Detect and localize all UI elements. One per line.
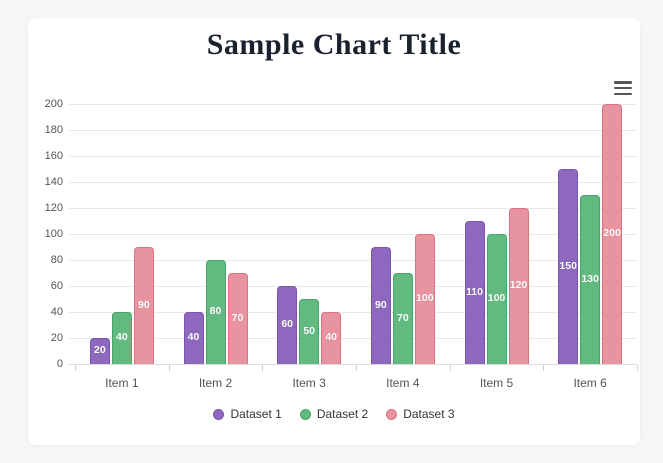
x-axis-tick	[262, 365, 264, 371]
y-gridline	[69, 364, 637, 365]
bar-dataset-3-item-6[interactable]: 200	[602, 104, 623, 364]
x-axis-tick	[168, 365, 170, 371]
y-axis-tick-label: 200	[44, 98, 63, 110]
y-axis-tick-label: 60	[50, 280, 63, 292]
bar-value-label: 130	[581, 272, 599, 285]
x-axis-tick	[356, 365, 357, 371]
legend-label: Dataset 2	[316, 407, 369, 421]
x-axis-category-label: Item 4	[386, 376, 420, 390]
bar-dataset-1-item-6[interactable]: 150	[558, 169, 579, 364]
bar-dataset-3-item-5[interactable]: 120	[508, 208, 529, 364]
bar-dataset-2-item-2[interactable]: 80	[205, 260, 226, 364]
bar-value-label: 110	[466, 285, 483, 298]
chart-title: Sample Chart Title	[206, 28, 462, 61]
x-axis-category-label: Item 6	[573, 376, 607, 390]
chart-legend: Dataset 1 Dataset 2 Dataset 3	[28, 407, 640, 421]
x-axis-category-label: Item 5	[479, 376, 514, 390]
bar-value-label: 90	[137, 298, 150, 311]
bar-value-label: 100	[487, 292, 506, 304]
bar-dataset-2-item-5[interactable]: 100	[486, 234, 507, 364]
hamburger-menu-bar	[614, 92, 632, 95]
bar-value-label: 200	[603, 227, 621, 239]
bar-value-label: 50	[303, 324, 315, 337]
hamburger-menu-bar	[614, 86, 632, 90]
hamburger-menu-icon[interactable]	[614, 80, 634, 96]
bar-value-label: 80	[209, 305, 222, 317]
bar-value-label: 70	[231, 311, 244, 324]
y-axis-tick-label: 160	[44, 150, 63, 162]
y-gridline	[69, 260, 637, 261]
bar-dataset-3-item-2[interactable]: 70	[227, 273, 248, 364]
y-axis-tick-label: 80	[50, 254, 63, 266]
bar-value-label: 40	[115, 331, 128, 343]
x-axis-category-label: Item 1	[105, 376, 139, 390]
bar-dataset-3-item-4[interactable]: 100	[414, 234, 435, 364]
bar-value-label: 40	[187, 331, 200, 343]
y-gridline	[69, 104, 637, 105]
y-gridline	[69, 312, 637, 313]
legend-label: Dataset 1	[230, 407, 282, 421]
y-gridline	[69, 208, 637, 209]
x-axis-category-label: Item 3	[292, 376, 326, 390]
bar-dataset-1-item-2[interactable]: 40	[183, 312, 204, 364]
bar-value-label: 40	[325, 331, 337, 343]
bar-dataset-2-item-6[interactable]: 130	[580, 195, 601, 364]
y-axis-tick-label: 40	[50, 306, 63, 318]
bar-dataset-3-item-3[interactable]: 40	[321, 312, 342, 364]
bar-dataset-1-item-5[interactable]: 110	[464, 221, 485, 364]
y-axis-tick-label: 20	[50, 332, 63, 344]
legend-dot-icon	[299, 408, 311, 420]
y-axis-tick-label: 180	[44, 124, 63, 136]
y-axis-tick-label: 120	[44, 202, 63, 214]
bar-value-label: 100	[416, 292, 434, 304]
y-axis-tick-label: 100	[44, 228, 63, 240]
y-gridline	[69, 234, 637, 235]
x-axis-tick	[75, 365, 76, 371]
bar-dataset-1-item-4[interactable]: 90	[370, 247, 391, 364]
hamburger-menu-bar	[614, 81, 632, 84]
y-gridline	[69, 130, 637, 131]
legend-item-dataset-2[interactable]: Dataset 2	[299, 407, 369, 421]
bar-dataset-3-item-1[interactable]: 90	[133, 247, 154, 364]
y-axis-tick-label: 140	[44, 176, 63, 188]
bar-value-label: 90	[374, 298, 387, 311]
bar-value-label: 60	[281, 318, 293, 330]
legend-item-dataset-1[interactable]: Dataset 1	[213, 407, 282, 421]
bar-dataset-1-item-1[interactable]: 20	[89, 338, 110, 364]
bar-dataset-2-item-4[interactable]: 70	[392, 273, 413, 364]
bar-value-label: 120	[509, 279, 528, 291]
bar-dataset-1-item-3[interactable]: 60	[277, 286, 298, 364]
bar-value-label: 20	[93, 344, 106, 356]
bar-dataset-2-item-1[interactable]: 40	[111, 312, 132, 364]
x-axis-category-label: Item 2	[198, 376, 233, 390]
x-axis-tick	[449, 365, 451, 371]
x-axis-tick	[543, 365, 545, 371]
bar-dataset-2-item-3[interactable]: 50	[299, 299, 320, 364]
bar-value-label: 70	[396, 311, 409, 324]
y-gridline	[69, 156, 637, 157]
y-gridline	[69, 182, 637, 183]
legend-dot-icon	[386, 408, 398, 420]
x-axis-tick	[637, 365, 638, 371]
y-gridline	[69, 286, 637, 287]
legend-item-dataset-3[interactable]: Dataset 3	[386, 407, 455, 421]
bar-value-label: 150	[559, 259, 577, 272]
legend-label: Dataset 3	[403, 407, 455, 421]
chart-card: Sample Chart Title 0 20 40 60 80 100 120 140 160…	[28, 18, 640, 445]
y-gridline	[69, 338, 637, 339]
legend-dot-icon	[213, 408, 225, 420]
y-axis-tick-label: 0	[56, 358, 63, 370]
